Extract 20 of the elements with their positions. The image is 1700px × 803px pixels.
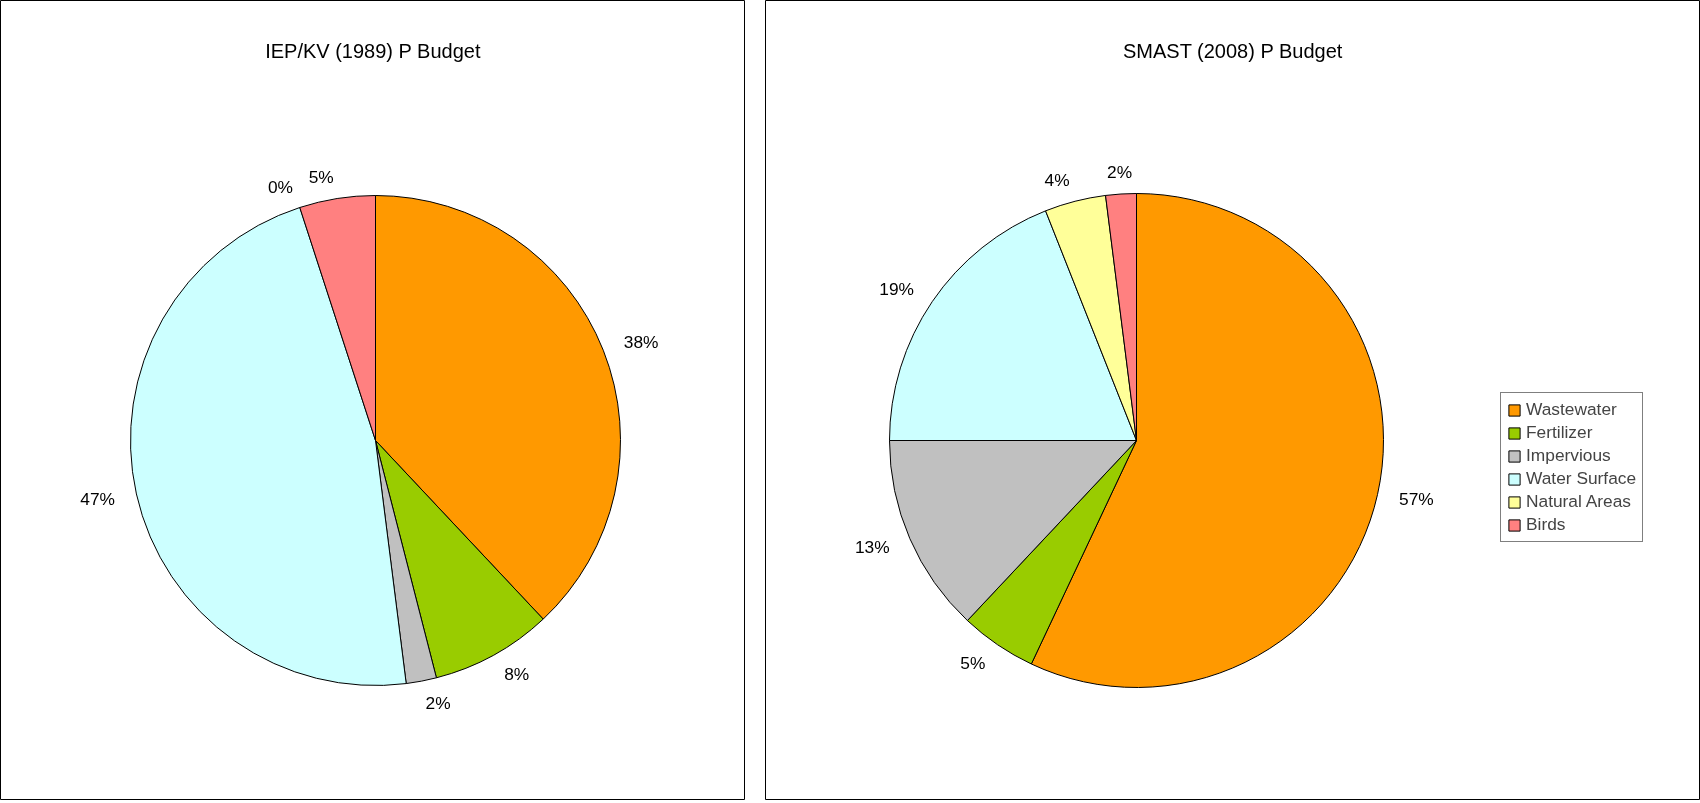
data-label: 2% <box>1107 162 1133 183</box>
chart-title: IEP/KV (1989) P Budget <box>265 39 481 62</box>
legend-label: Birds <box>1526 514 1566 535</box>
text: 0% <box>267 176 293 197</box>
legend-label: Natural Areas <box>1526 491 1631 512</box>
data-label: 13% <box>854 537 890 558</box>
legend-label: Fertilizer <box>1526 422 1593 443</box>
legend-label: Water Surface <box>1526 468 1637 489</box>
legend-label: Wastewater <box>1526 399 1617 420</box>
data-label: 47% <box>80 488 115 509</box>
data-label: 38% <box>623 332 659 353</box>
data-label: 5% <box>308 166 334 187</box>
data-label: 8% <box>504 664 530 685</box>
data-label: 19% <box>879 279 915 300</box>
data-label: 2% <box>425 692 451 713</box>
data-label: 57% <box>1399 489 1434 510</box>
data-label: 5% <box>960 652 986 673</box>
legend-label: Impervious <box>1526 445 1611 466</box>
data-label: 4% <box>1044 169 1070 190</box>
chart-title: SMAST (2008) P Budget <box>1122 39 1343 62</box>
